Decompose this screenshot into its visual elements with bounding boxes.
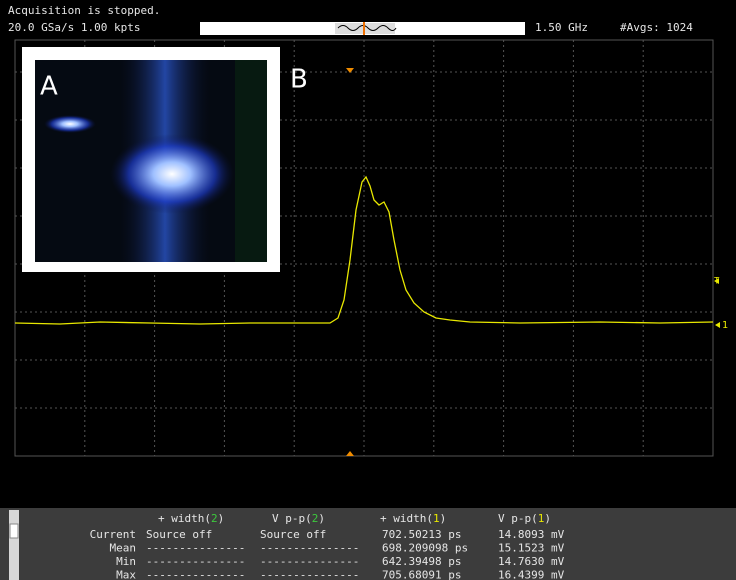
cell: 15.1523 mV bbox=[498, 542, 565, 555]
scroll-thumb[interactable] bbox=[10, 524, 18, 538]
scrollbar[interactable] bbox=[9, 510, 19, 580]
cell: Source off bbox=[146, 528, 212, 541]
header-part: 2 bbox=[211, 512, 218, 525]
cell: 702.50213 ps bbox=[382, 528, 461, 541]
header-part: + width( bbox=[380, 512, 433, 525]
cell: --------------- bbox=[260, 542, 359, 555]
cell: 705.68091 ps bbox=[382, 569, 461, 580]
header-part: ) bbox=[318, 512, 325, 525]
column-header: V p-p(1) bbox=[498, 512, 551, 525]
column-header: + width(1) bbox=[380, 512, 446, 525]
page: Acquisition is stopped. 20.0 GSa/s 1.00 … bbox=[0, 0, 736, 580]
averages: #Avgs: 1024 bbox=[620, 21, 693, 34]
header-part: ) bbox=[440, 512, 447, 525]
row-label: Mean bbox=[110, 542, 137, 555]
row-label: Max bbox=[116, 569, 136, 580]
column-header: + width(2) bbox=[158, 512, 224, 525]
cell: 14.7630 mV bbox=[498, 555, 565, 568]
header-part: 1 bbox=[433, 512, 440, 525]
header-part: ) bbox=[544, 512, 551, 525]
cell: 642.39498 ps bbox=[382, 555, 461, 568]
channel-marker: 1 bbox=[722, 320, 728, 331]
header-part: V p-p( bbox=[272, 512, 312, 525]
header-part: 1 bbox=[538, 512, 545, 525]
header-part: ) bbox=[218, 512, 225, 525]
sampling: 20.0 GSa/s 1.00 kpts bbox=[8, 21, 140, 34]
cell: --------------- bbox=[146, 569, 245, 580]
scope-screen: Acquisition is stopped. 20.0 GSa/s 1.00 … bbox=[0, 0, 736, 580]
column-header: V p-p(2) bbox=[272, 512, 325, 525]
row-label: Min bbox=[116, 555, 136, 568]
cell: 14.8093 mV bbox=[498, 528, 565, 541]
header-part: + width( bbox=[158, 512, 211, 525]
header-part: V p-p( bbox=[498, 512, 538, 525]
cell: --------------- bbox=[146, 555, 245, 568]
panel-label: A bbox=[40, 72, 58, 102]
panel-label: B bbox=[290, 65, 308, 95]
channel-arrow bbox=[715, 322, 720, 328]
camera-image bbox=[35, 60, 267, 262]
row-label: Current bbox=[90, 528, 136, 541]
cell: Source off bbox=[260, 528, 326, 541]
cell: 16.4399 mV bbox=[498, 569, 565, 580]
header-part: 2 bbox=[312, 512, 319, 525]
cell: --------------- bbox=[260, 555, 359, 568]
bandwidth: 1.50 GHz bbox=[535, 21, 588, 34]
cell: --------------- bbox=[146, 542, 245, 555]
cell: --------------- bbox=[260, 569, 359, 580]
cell: 698.209098 ps bbox=[382, 542, 468, 555]
status: Acquisition is stopped. bbox=[8, 4, 160, 17]
